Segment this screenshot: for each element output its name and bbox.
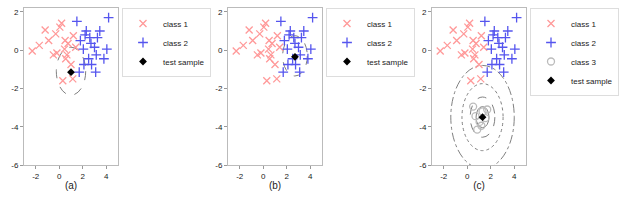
- svg-text:class 2: class 2: [367, 39, 392, 48]
- svg-text:-2: -2: [440, 172, 448, 181]
- svg-text:-6: -6: [215, 161, 223, 170]
- svg-text:class 3: class 3: [571, 58, 596, 67]
- svg-text:-2: -2: [215, 84, 223, 93]
- svg-text:-2: -2: [236, 172, 244, 181]
- svg-text:-4: -4: [11, 123, 19, 132]
- svg-text:2: 2: [218, 8, 223, 17]
- svg-text:2: 2: [489, 172, 494, 181]
- svg-text:class 1: class 1: [367, 20, 392, 29]
- svg-text:-6: -6: [419, 161, 427, 170]
- svg-text:0: 0: [218, 46, 223, 55]
- svg-text:0: 0: [57, 172, 62, 181]
- svg-text:test sample: test sample: [367, 58, 408, 67]
- svg-text:0: 0: [261, 172, 266, 181]
- svg-text:class 1: class 1: [163, 20, 188, 29]
- svg-text:2: 2: [81, 172, 86, 181]
- svg-text:4: 4: [308, 172, 313, 181]
- svg-text:-2: -2: [11, 84, 19, 93]
- svg-text:2: 2: [14, 8, 19, 17]
- svg-text:0: 0: [465, 172, 470, 181]
- svg-text:-6: -6: [11, 161, 19, 170]
- svg-text:4: 4: [104, 172, 109, 181]
- svg-text:test sample: test sample: [163, 58, 204, 67]
- svg-text:0: 0: [422, 46, 427, 55]
- svg-text:class 2: class 2: [163, 39, 188, 48]
- svg-text:test sample: test sample: [571, 77, 612, 86]
- svg-text:-4: -4: [419, 123, 427, 132]
- svg-text:class 2: class 2: [571, 39, 596, 48]
- svg-text:2: 2: [285, 172, 290, 181]
- svg-text:-4: -4: [215, 123, 223, 132]
- svg-text:0: 0: [14, 46, 19, 55]
- svg-text:(a): (a): [65, 180, 77, 191]
- svg-text:-2: -2: [32, 172, 40, 181]
- svg-text:2: 2: [422, 8, 427, 17]
- svg-text:-2: -2: [419, 84, 427, 93]
- svg-text:(b): (b): [269, 180, 281, 191]
- svg-text:(c): (c): [473, 180, 485, 191]
- svg-text:4: 4: [512, 172, 517, 181]
- svg-text:class 1: class 1: [571, 20, 596, 29]
